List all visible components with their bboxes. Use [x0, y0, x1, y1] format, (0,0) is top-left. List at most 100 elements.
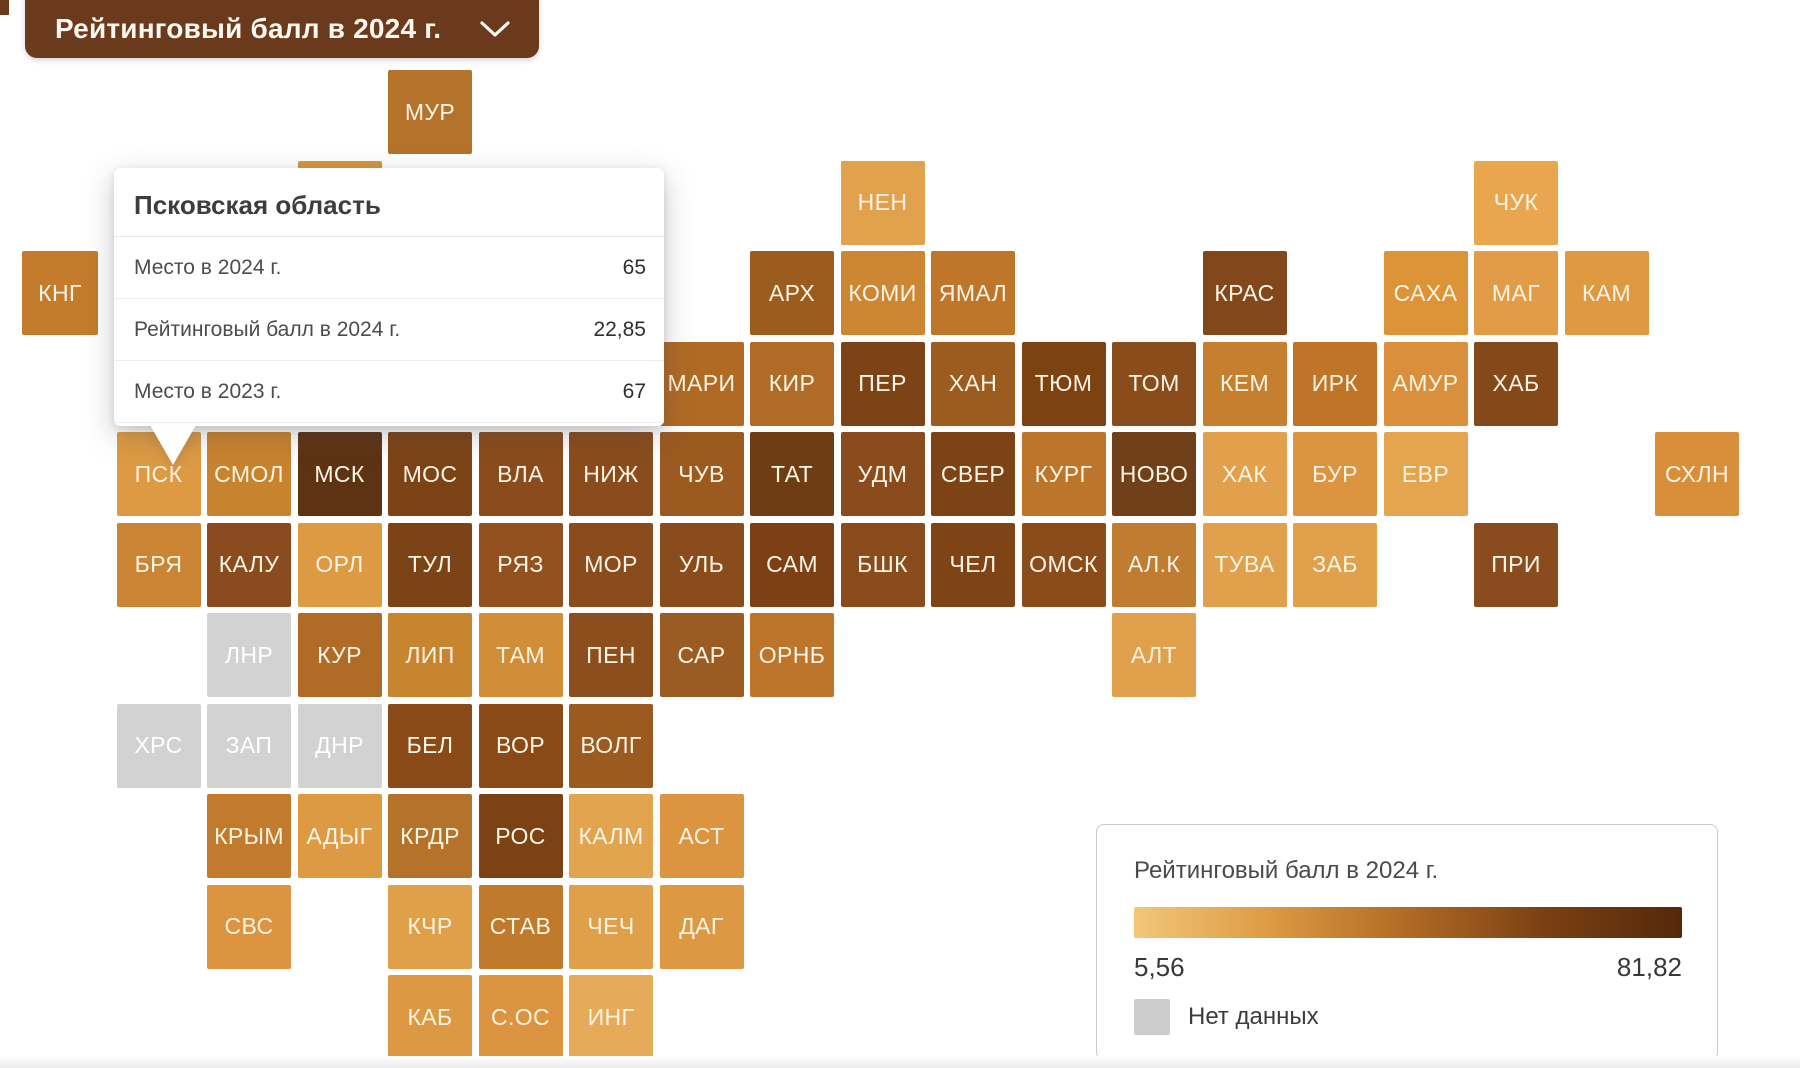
map-tile-АМУР[interactable]: АМУР	[1383, 341, 1468, 426]
map-tile-ТАТ[interactable]: ТАТ	[750, 432, 834, 516]
map-tile-КЧР[interactable]: КЧР	[388, 884, 472, 969]
map-tile-БЕЛ[interactable]: БЕЛ	[388, 703, 472, 788]
map-tile-МСК[interactable]: МСК	[297, 432, 382, 516]
map-tile-САМ[interactable]: САМ	[750, 522, 834, 607]
map-tile-АДЫГ[interactable]: АДЫГ	[297, 794, 382, 878]
map-tile-НЕН[interactable]: НЕН	[840, 160, 925, 245]
map-tile-НИЖ[interactable]: НИЖ	[569, 432, 653, 516]
map-tile-БУР[interactable]: БУР	[1293, 432, 1377, 516]
map-tile-label: ТУВА	[1214, 551, 1275, 577]
map-tile-ТОМ[interactable]: ТОМ	[1112, 341, 1196, 426]
legend-min-value: 5,56	[1134, 952, 1185, 982]
map-tile-ОМСК[interactable]: ОМСК	[1021, 522, 1106, 607]
map-tile-КИР[interactable]: КИР	[750, 341, 834, 426]
map-tile-ТУЛ[interactable]: ТУЛ	[388, 522, 472, 607]
map-tile-ВЛА[interactable]: ВЛА	[478, 432, 563, 516]
map-tile-КАМ[interactable]: КАМ	[1564, 251, 1649, 335]
map-tile-ПСК[interactable]: ПСК	[116, 432, 201, 516]
map-tile-ЗАБ[interactable]: ЗАБ	[1293, 522, 1377, 607]
map-tile-АЛТ[interactable]: АЛТ	[1112, 613, 1196, 697]
map-tile-label: МУР	[404, 98, 456, 125]
map-tile-КЕМ[interactable]: КЕМ	[1202, 341, 1287, 426]
no-data-label: Нет данных	[1188, 1003, 1319, 1030]
map-tile-КРАС[interactable]: КРАС	[1202, 251, 1287, 335]
map-tile-ОРЛ[interactable]: ОРЛ	[297, 522, 382, 607]
map-tile-ВОЛГ[interactable]: ВОЛГ	[569, 703, 653, 788]
map-tile-КАЛУ[interactable]: КАЛУ	[207, 522, 291, 607]
map-tile-ПРИ[interactable]: ПРИ	[1474, 522, 1558, 607]
map-tile-label: АЛ.К	[1127, 551, 1181, 577]
map-tile-КУР[interactable]: КУР	[297, 613, 382, 697]
region-tooltip-title: Псковская область	[114, 168, 664, 237]
map-tile-КАЛМ[interactable]: КАЛМ	[569, 794, 653, 878]
map-tile-label: ЧЕЛ	[949, 551, 997, 577]
map-tile-label: ХАН	[948, 370, 998, 396]
map-tile-ПЕР[interactable]: ПЕР	[840, 341, 925, 426]
map-tile-МАГ[interactable]: МАГ	[1474, 251, 1558, 335]
map-tile-ЧУВ[interactable]: ЧУВ	[659, 432, 744, 516]
map-tile-АСТ[interactable]: АСТ	[659, 794, 744, 878]
map-tile-КУРГ[interactable]: КУРГ	[1021, 432, 1106, 516]
map-tile-СВС[interactable]: СВС	[207, 884, 291, 969]
map-tile-label: БЕЛ	[406, 732, 454, 758]
map-tile-КРЫМ[interactable]: КРЫМ	[207, 794, 291, 878]
map-tile-МОР[interactable]: МОР	[569, 522, 653, 607]
map-tile-МУР[interactable]: МУР	[388, 70, 472, 154]
map-tile-ЯМАЛ[interactable]: ЯМАЛ	[931, 251, 1015, 335]
map-tile-ДНР[interactable]: ДНР	[297, 703, 382, 788]
map-tile-АРХ[interactable]: АРХ	[750, 251, 834, 335]
clipped-element-fragment	[0, 0, 9, 15]
metric-dropdown[interactable]: Рейтинговый балл в 2024 г.	[25, 0, 539, 58]
map-tile-САР[interactable]: САР	[659, 613, 744, 697]
map-tile-КОМИ[interactable]: КОМИ	[840, 251, 925, 335]
map-tile-ХРС[interactable]: ХРС	[116, 703, 201, 788]
map-tile-КАБ[interactable]: КАБ	[388, 975, 472, 1059]
map-tile-УДМ[interactable]: УДМ	[840, 432, 925, 516]
map-tile-РОС[interactable]: РОС	[478, 794, 563, 878]
map-tile-ТЮМ[interactable]: ТЮМ	[1021, 341, 1106, 426]
map-tile-АЛ.К[interactable]: АЛ.К	[1112, 522, 1196, 607]
map-tile-ОРНБ[interactable]: ОРНБ	[750, 613, 834, 697]
map-tile-СВЕР[interactable]: СВЕР	[931, 432, 1015, 516]
map-tile-МОС[interactable]: МОС	[388, 432, 472, 516]
map-tile-КРДР[interactable]: КРДР	[388, 794, 472, 878]
map-tile-ЧЕЧ[interactable]: ЧЕЧ	[569, 884, 653, 969]
map-tile-ВОР[interactable]: ВОР	[478, 703, 563, 788]
map-tile-УЛЬ[interactable]: УЛЬ	[659, 522, 744, 607]
map-tile-ЛИП[interactable]: ЛИП	[388, 613, 472, 697]
map-tile-БШК[interactable]: БШК	[840, 522, 925, 607]
map-tile-СМОЛ[interactable]: СМОЛ	[207, 432, 291, 516]
map-tile-ИНГ[interactable]: ИНГ	[569, 975, 653, 1059]
map-tile-ТАМ[interactable]: ТАМ	[478, 613, 563, 697]
map-tile-ЕВР[interactable]: ЕВР	[1383, 432, 1468, 516]
map-tile-НОВО[interactable]: НОВО	[1112, 432, 1196, 516]
tooltip-row-value: 65	[622, 255, 646, 279]
map-tile-С.ОС[interactable]: С.ОС	[478, 975, 563, 1059]
map-tile-ХАК[interactable]: ХАК	[1202, 432, 1287, 516]
map-tile-ТУВА[interactable]: ТУВА	[1202, 522, 1287, 607]
tooltip-row-label: Рейтинговый балл в 2024 г.	[134, 317, 401, 341]
map-tile-ЧУК[interactable]: ЧУК	[1474, 160, 1558, 245]
map-tile-ЧЕЛ[interactable]: ЧЕЛ	[931, 522, 1015, 607]
map-tile-РЯЗ[interactable]: РЯЗ	[478, 522, 563, 607]
map-tile-СХЛН[interactable]: СХЛН	[1655, 432, 1739, 516]
map-tile-label: САМ	[766, 551, 818, 577]
map-tile-САХА[interactable]: САХА	[1383, 251, 1468, 335]
map-tile-ИРК[interactable]: ИРК	[1293, 341, 1377, 426]
color-scale-legend: Рейтинговый балл в 2024 г. 5,56 81,82 Не…	[1096, 824, 1718, 1060]
map-tile-label: НИЖ	[583, 460, 639, 487]
map-tile-ЗАП[interactable]: ЗАП	[207, 703, 291, 788]
map-tile-ПЕН[interactable]: ПЕН	[569, 613, 653, 697]
map-tile-КНГ[interactable]: КНГ	[22, 251, 98, 335]
map-tile-ХАН[interactable]: ХАН	[931, 341, 1015, 426]
map-tile-ХАБ[interactable]: ХАБ	[1474, 341, 1558, 426]
map-tile-label: СТАВ	[489, 913, 552, 939]
map-tile-ЛНР[interactable]: ЛНР	[207, 613, 291, 697]
map-tile-СТАВ[interactable]: СТАВ	[478, 884, 563, 969]
tooltip-row-place-2024: Место в 2024 г. 65	[114, 237, 664, 299]
map-tile-ДАГ[interactable]: ДАГ	[659, 884, 744, 969]
map-tile-МАРИ[interactable]: МАРИ	[659, 341, 744, 426]
map-tile-БРЯ[interactable]: БРЯ	[116, 522, 201, 607]
map-tile-label: ЧУК	[1493, 189, 1539, 215]
